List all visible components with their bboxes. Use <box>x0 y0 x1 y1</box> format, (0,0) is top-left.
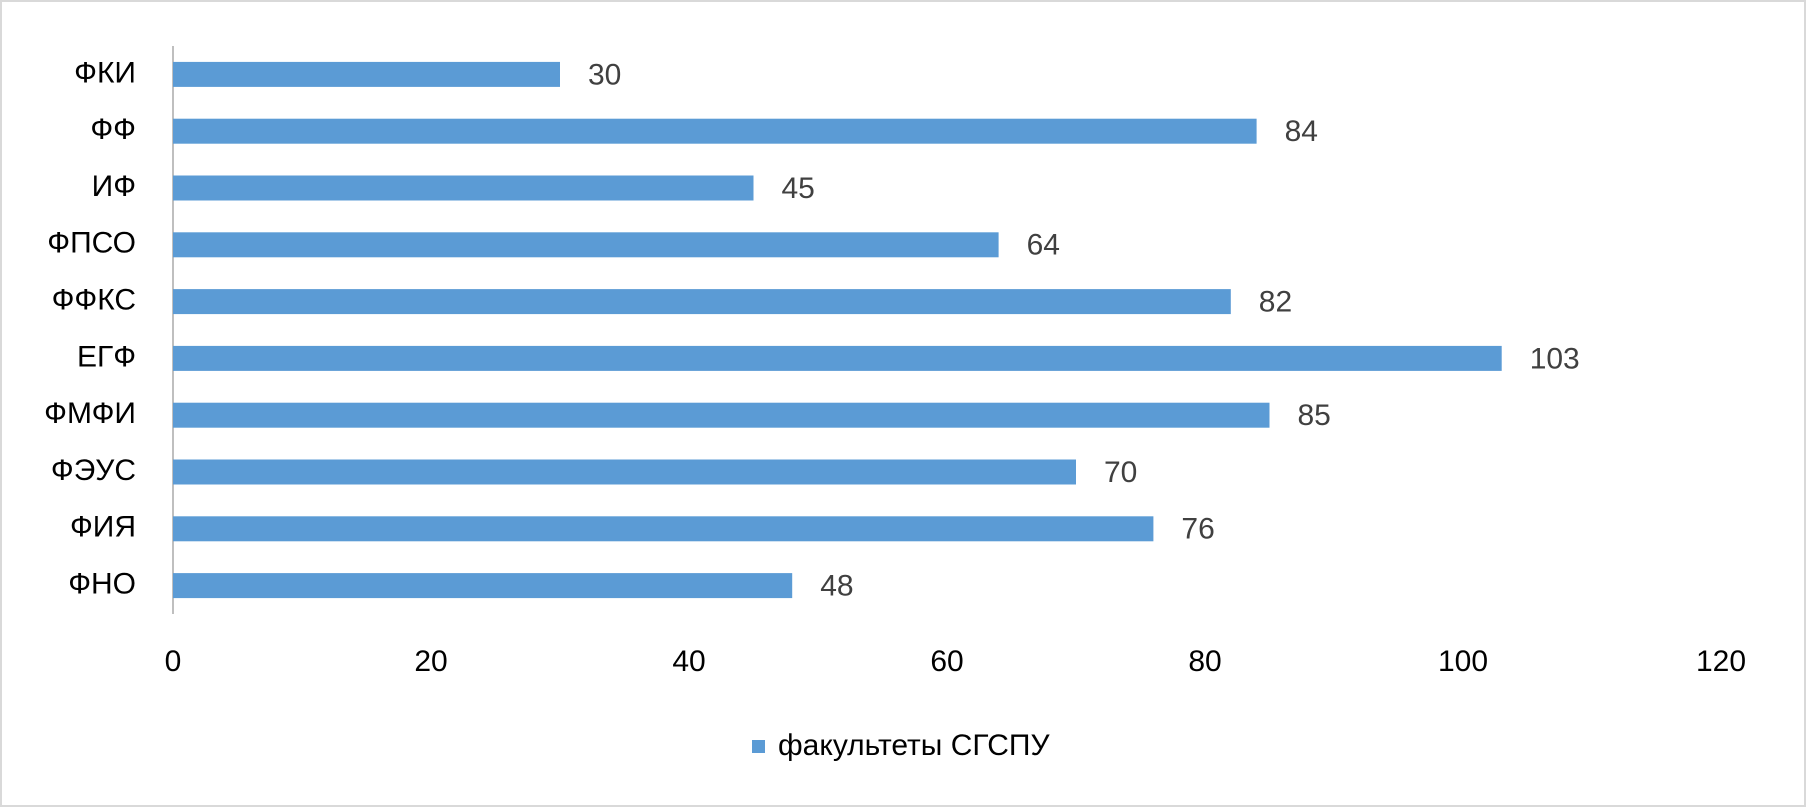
data-label: 103 <box>1530 342 1580 375</box>
data-label: 82 <box>1259 286 1292 319</box>
x-tick-label: 40 <box>672 645 705 678</box>
x-tick-label: 120 <box>1696 645 1746 678</box>
x-tick-label: 80 <box>1188 645 1221 678</box>
data-label: 84 <box>1285 115 1318 148</box>
y-tick-label: ФИЯ <box>70 511 136 544</box>
x-tick-label: 60 <box>930 645 963 678</box>
data-label: 76 <box>1181 513 1214 546</box>
bar <box>173 345 1502 371</box>
data-label: 30 <box>588 58 621 91</box>
x-tick-label: 20 <box>414 645 447 678</box>
y-tick-label: ФПСО <box>47 227 136 260</box>
y-tick-label: ФКИ <box>74 56 136 89</box>
x-tick-label: 0 <box>165 645 182 678</box>
legend-marker <box>752 740 765 753</box>
y-tick-label: ЕГФ <box>77 340 136 373</box>
bar <box>173 232 999 258</box>
bar <box>173 118 1257 144</box>
y-tick-label: ИФ <box>92 170 136 203</box>
data-label: 85 <box>1298 399 1331 432</box>
bar <box>173 289 1231 315</box>
data-label: 64 <box>1027 229 1060 262</box>
legend-label: факультеты СГСПУ <box>778 729 1050 762</box>
bar <box>173 175 754 201</box>
y-tick-label: ФФКС <box>52 284 136 317</box>
data-label: 70 <box>1104 456 1137 489</box>
x-tick-label: 100 <box>1438 645 1488 678</box>
data-label: 48 <box>820 570 853 603</box>
y-tick-label: ФФ <box>90 113 136 146</box>
y-tick-label: ФНО <box>68 568 136 601</box>
y-tick-label: ФЭУС <box>51 454 136 487</box>
y-tick-label: ФМФИ <box>44 397 136 430</box>
bar <box>173 573 793 599</box>
bar <box>173 516 1154 542</box>
bar <box>173 402 1270 428</box>
bar <box>173 61 560 87</box>
bar <box>173 459 1076 485</box>
data-label: 45 <box>782 172 815 205</box>
